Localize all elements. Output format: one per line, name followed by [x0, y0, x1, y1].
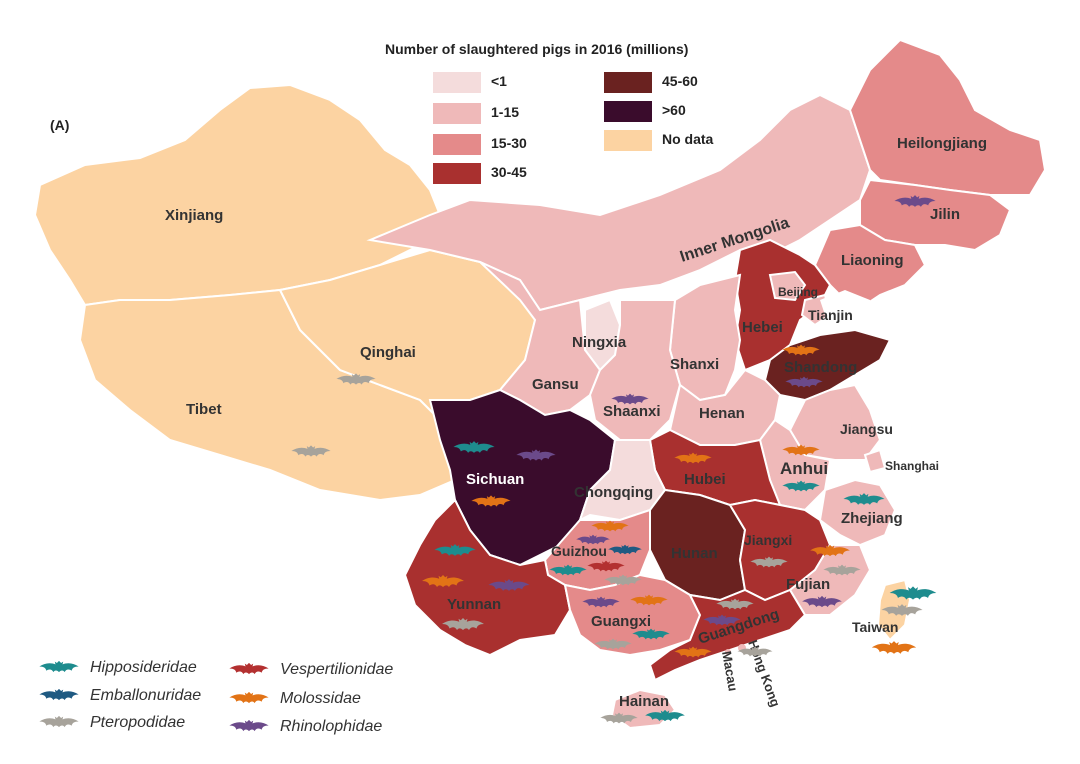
label-shaanxi: Shaanxi: [603, 403, 661, 420]
region-hebei: [733, 238, 832, 372]
label-taiwan: Taiwan: [852, 619, 898, 635]
region-shanghai: [863, 448, 887, 474]
region-yunnan: [403, 498, 572, 657]
choropleth-legend: Number of slaughtered pigs in 2016 (mill…: [385, 41, 714, 184]
label-jiangxi: Jiangxi: [744, 532, 792, 548]
legend-label: No data: [662, 131, 714, 147]
label-ningxia: Ningxia: [572, 334, 627, 351]
legend-label: 15-30: [491, 135, 527, 151]
label-hainan: Hainan: [619, 693, 669, 710]
region-macau: [725, 649, 731, 655]
label-hong-kong: Hong Kong: [745, 638, 783, 709]
label-tibet: Tibet: [186, 401, 222, 418]
label-hubei: Hubei: [684, 471, 726, 488]
legend-label: 1-15: [491, 104, 519, 120]
label-jilin: Jilin: [930, 206, 960, 223]
label-zhejiang: Zhejiang: [841, 510, 903, 527]
region-shanxi: [668, 273, 742, 402]
bohai-sea: [820, 290, 875, 330]
family-label: Emballonuridae: [90, 687, 201, 704]
legend-label: 45-60: [662, 73, 698, 89]
label-liaoning: Liaoning: [841, 252, 904, 269]
legend-swatch: [604, 130, 652, 151]
label-hebei: Hebei: [742, 319, 783, 336]
label-shanxi: Shanxi: [670, 356, 719, 373]
family-label: Vespertilionidae: [280, 661, 393, 678]
legend-swatch: [433, 103, 481, 124]
family-label: Pteropodidae: [90, 714, 185, 731]
region-beijing: [768, 270, 807, 302]
label-jiangsu: Jiangsu: [840, 421, 893, 437]
legend-swatch: [433, 134, 481, 155]
label-hunan: Hunan: [671, 545, 718, 562]
legend-label: 30-45: [491, 164, 527, 180]
bat-icon: [229, 691, 269, 704]
bat-icon: [39, 715, 79, 728]
bat-icon: [229, 662, 269, 675]
region-heilongjiang: [848, 38, 1047, 196]
legend-label: >60: [662, 102, 686, 118]
label-shandong: Shandong: [784, 359, 857, 376]
label-gansu: Gansu: [532, 376, 579, 393]
label-anhui: Anhui: [780, 459, 828, 478]
label-chongqing: Chongqing: [574, 484, 653, 501]
family-label: Molossidae: [280, 690, 361, 707]
bat-icon: [871, 641, 917, 654]
label-sichuan: Sichuan: [466, 471, 524, 488]
label-qinghai: Qinghai: [360, 344, 416, 361]
label-shanghai: Shanghai: [885, 459, 939, 473]
label-macau: Macau: [719, 650, 741, 693]
label-beijing: Beijing: [778, 285, 818, 299]
family-label: Hipposideridae: [90, 659, 197, 676]
region-fujian: [788, 544, 872, 616]
label-yunnan: Yunnan: [447, 596, 501, 613]
label-heilongjiang: Heilongjiang: [897, 135, 987, 152]
label-tianjin: Tianjin: [808, 307, 853, 323]
legend-label: <1: [491, 73, 507, 89]
legend-swatch: [433, 72, 481, 93]
bat-icon: [39, 688, 79, 701]
panel-label: (A): [50, 117, 69, 133]
legend-swatch: [604, 72, 652, 93]
family-label: Rhinolophidae: [280, 718, 382, 735]
label-guangxi: Guangxi: [591, 613, 651, 630]
legend-swatch: [433, 163, 481, 184]
legend-title: Number of slaughtered pigs in 2016 (mill…: [385, 41, 688, 57]
bat-icon: [39, 660, 79, 673]
label-fujian: Fujian: [786, 576, 830, 593]
legend-swatch: [604, 101, 652, 122]
label-guizhou: Guizhou: [551, 543, 607, 559]
label-xinjiang: Xinjiang: [165, 207, 223, 224]
bat-icon: [229, 719, 269, 732]
label-henan: Henan: [699, 405, 745, 422]
bat-family-legend: Hipposideridae Emballonuridae Pteropodidae…: [39, 659, 393, 735]
